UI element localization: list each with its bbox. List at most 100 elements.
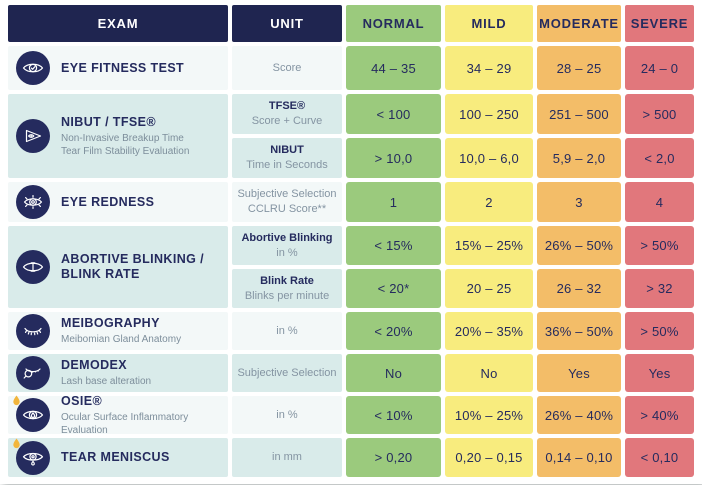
exam-title: ABORTIVE BLINKING / BLINK RATE xyxy=(61,252,205,281)
value-cell-nibut-tfse-normal: > 10,0 xyxy=(346,138,441,178)
unit-cell-osie: in % xyxy=(232,396,342,434)
value-cell-demodex-mild: No xyxy=(445,354,533,392)
exam-cell-abortive-blinking-blink-rate: ABORTIVE BLINKING / BLINK RATE xyxy=(8,226,228,308)
value-cell-nibut-tfse-mild: 10,0 – 6,0 xyxy=(445,138,533,178)
mild-column-header: MILD xyxy=(445,5,533,42)
value-cell-nibut-tfse-normal: < 100 xyxy=(346,94,441,134)
exam-subtitle: Meibomian Gland Anatomy xyxy=(61,334,182,345)
value-cell-meibography-normal: < 20% xyxy=(346,312,441,350)
value-cell-nibut-tfse-severe: < 2,0 xyxy=(625,138,694,178)
exam-cell-demodex: DEMODEX Lash base alteration xyxy=(8,354,228,392)
normal-column-header: NORMAL xyxy=(346,5,441,42)
value-cell-osie-normal: < 10% xyxy=(346,396,441,434)
unit-description: in % xyxy=(276,324,298,337)
unit-cell-nibut-tfse: TFSE® Score + Curve xyxy=(232,94,342,134)
moderate-column-header: MODERATE xyxy=(537,5,621,42)
value-cell-demodex-severe: Yes xyxy=(625,354,694,392)
unit-cell-eye-fitness-test: Score xyxy=(232,46,342,90)
unit-description: Score xyxy=(272,61,302,74)
exam-cell-eye-redness: EYE REDNESS xyxy=(8,182,228,222)
eye-redness-icon xyxy=(16,185,50,219)
value-cell-eye-redness-severe: 4 xyxy=(625,182,694,222)
value-cell-tear-meniscus-moderate: 0,14 – 0,10 xyxy=(537,438,621,477)
unit-description: Subjective Selection xyxy=(237,366,337,379)
value-cell-eye-fitness-test-severe: 24 – 0 xyxy=(625,46,694,90)
unit-cell-eye-redness: Subjective Selection CCLRU Score** xyxy=(232,182,342,222)
unit-cell-abortive-blinking-blink-rate: Abortive Blinking in % xyxy=(232,226,342,265)
exam-column-header: EXAM xyxy=(8,5,228,42)
exam-title: EYE FITNESS TEST xyxy=(61,60,185,75)
exam-title: OSIE® xyxy=(61,393,103,408)
value-cell-eye-fitness-test-mild: 34 – 29 xyxy=(445,46,533,90)
value-cell-osie-moderate: 26% – 40% xyxy=(537,396,621,434)
unit-column-header: UNIT xyxy=(232,5,342,42)
tear-meniscus-eye-icon xyxy=(13,438,50,475)
value-cell-eye-redness-moderate: 3 xyxy=(537,182,621,222)
exam-title: MEIBOGRAPHY xyxy=(61,316,160,330)
value-cell-nibut-tfse-mild: 100 – 250 xyxy=(445,94,533,134)
unit-description: in % xyxy=(276,408,298,421)
unit-description: Subjective Selection CCLRU Score** xyxy=(237,188,337,215)
exam-subtitle: Ocular Surface Inflammatory Evaluation xyxy=(61,411,189,436)
unit-description: Time in Seconds xyxy=(246,159,328,171)
value-cell-tear-meniscus-severe: < 0,10 xyxy=(625,438,694,477)
exam-cell-nibut-tfse: NIBUT / TFSE® Non-Invasive Breakup Time T… xyxy=(8,94,228,178)
unit-name: Blink Rate xyxy=(260,274,314,287)
exam-cell-meibography: MEIBOGRAPHY Meibomian Gland Anatomy xyxy=(8,312,228,350)
value-cell-eye-redness-mild: 2 xyxy=(445,182,533,222)
value-cell-nibut-tfse-severe: > 500 xyxy=(625,94,694,134)
value-cell-osie-mild: 10% – 25% xyxy=(445,396,533,434)
value-cell-eye-redness-normal: 1 xyxy=(346,182,441,222)
unit-description: Score + Curve xyxy=(251,115,323,127)
unit-description: in mm xyxy=(272,451,302,464)
exam-cell-osie: OSIE® Ocular Surface Inflammatory Evaluat… xyxy=(8,393,228,436)
value-cell-eye-fitness-test-normal: 44 – 35 xyxy=(346,46,441,90)
value-cell-osie-severe: > 40% xyxy=(625,396,694,434)
unit-name: Abortive Blinking xyxy=(241,231,333,244)
unit-cell-demodex: Subjective Selection xyxy=(232,354,342,392)
value-cell-meibography-moderate: 36% – 50% xyxy=(537,312,621,350)
exam-title: NIBUT / TFSE® xyxy=(61,114,156,129)
value-cell-demodex-normal: No xyxy=(346,354,441,392)
value-cell-eye-fitness-test-moderate: 28 – 25 xyxy=(537,46,621,90)
value-cell-tear-meniscus-mild: 0,20 – 0,15 xyxy=(445,438,533,477)
unit-cell-abortive-blinking-blink-rate: Blink Rate Blinks per minute xyxy=(232,269,342,308)
exam-title: TEAR MENISCUS xyxy=(61,450,170,464)
eye-check-icon xyxy=(16,51,50,85)
value-cell-abortive-blinking-blink-rate-normal: < 20* xyxy=(346,269,441,308)
value-cell-abortive-blinking-blink-rate-mild: 20 – 25 xyxy=(445,269,533,308)
value-cell-meibography-severe: > 50% xyxy=(625,312,694,350)
value-cell-tear-meniscus-normal: > 0,20 xyxy=(346,438,441,477)
value-cell-nibut-tfse-moderate: 251 – 500 xyxy=(537,94,621,134)
exam-title: DEMODEX xyxy=(61,358,128,372)
yellow-drop-icon xyxy=(12,438,21,449)
eye-inflammation-drop-icon xyxy=(13,395,50,432)
yellow-drop-icon xyxy=(12,395,21,406)
value-cell-nibut-tfse-moderate: 5,9 – 2,0 xyxy=(537,138,621,178)
magnifier-lash-icon xyxy=(16,356,50,390)
value-cell-abortive-blinking-blink-rate-mild: 15% – 25% xyxy=(445,226,533,265)
exam-title: EYE REDNESS xyxy=(61,194,155,209)
unit-cell-tear-meniscus: in mm xyxy=(232,438,342,477)
value-cell-abortive-blinking-blink-rate-severe: > 32 xyxy=(625,269,694,308)
unit-cell-nibut-tfse: NIBUT Time in Seconds xyxy=(232,138,342,178)
unit-description: in % xyxy=(276,246,298,259)
exam-cell-tear-meniscus: TEAR MENISCUS xyxy=(8,438,228,477)
exam-cell-eye-fitness-test: EYE FITNESS TEST xyxy=(8,46,228,90)
value-cell-meibography-mild: 20% – 35% xyxy=(445,312,533,350)
unit-name: TFSE® xyxy=(268,100,306,113)
severe-column-header: SEVERE xyxy=(625,5,694,42)
value-cell-abortive-blinking-blink-rate-moderate: 26% – 50% xyxy=(537,226,621,265)
unit-description: Blinks per minute xyxy=(244,289,330,302)
eye-blink-icon xyxy=(16,250,50,284)
value-cell-abortive-blinking-blink-rate-moderate: 26 – 32 xyxy=(537,269,621,308)
eyelash-icon xyxy=(16,314,50,348)
unit-name: NIBUT xyxy=(270,144,304,157)
value-cell-abortive-blinking-blink-rate-severe: > 50% xyxy=(625,226,694,265)
value-cell-demodex-moderate: Yes xyxy=(537,354,621,392)
exam-subtitle: Non-Invasive Breakup Time Tear Film Stab… xyxy=(61,132,190,157)
eye-triangle-icon xyxy=(16,119,50,153)
unit-cell-meibography: in % xyxy=(232,312,342,350)
exam-subtitle: Lash base alteration xyxy=(61,376,152,387)
